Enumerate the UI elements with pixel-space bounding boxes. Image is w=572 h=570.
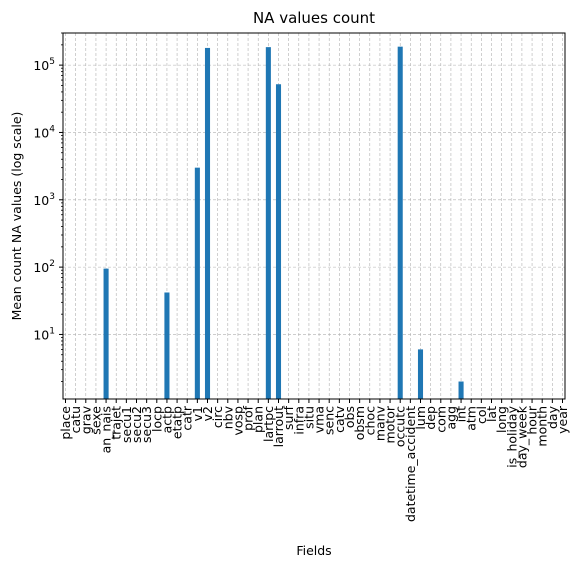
bar-v1 xyxy=(194,167,200,399)
bar-occutc xyxy=(397,46,403,400)
x-axis-label: Fields xyxy=(296,543,331,558)
x-tick-label: long xyxy=(494,406,509,433)
x-tick-label: an_nais xyxy=(99,406,114,453)
plot-frame xyxy=(62,32,566,400)
x-tick-label: nbv xyxy=(220,405,235,429)
x-tick-label: lartpc xyxy=(261,406,276,442)
x-tick-label: infra xyxy=(291,406,306,435)
x-tick-label: trajet xyxy=(109,406,124,440)
x-tick-label: occutc xyxy=(393,406,408,447)
bar-lartpc xyxy=(265,47,271,399)
x-tick-label: secu3 xyxy=(139,406,154,443)
x-tick-label: day xyxy=(545,405,560,429)
y-tick-label: 103 xyxy=(33,192,55,208)
chart-title: NA values count xyxy=(253,9,375,27)
x-tick-label: larrout xyxy=(271,406,286,447)
y-tick-label: 102 xyxy=(33,259,55,275)
x-tick-label: senc xyxy=(322,406,337,435)
x-tick-label: sexe xyxy=(88,406,103,435)
x-tick-label: v2 xyxy=(200,406,215,421)
x-tick-label: day_week xyxy=(514,405,529,468)
x-tick-label: lum xyxy=(413,406,428,430)
x-tick-label: situ xyxy=(301,406,316,429)
x-tick-label: prof xyxy=(241,405,256,430)
y-tick-label: 104 xyxy=(33,124,55,140)
x-tick-label: catr xyxy=(180,405,195,430)
bar-lum xyxy=(417,349,424,399)
x-tick-label: surf xyxy=(281,405,296,430)
x-tick-label: catu xyxy=(68,406,83,433)
x-tick-label: col xyxy=(474,406,489,424)
x-tick-label: is_holiday xyxy=(504,405,519,467)
bar-v2 xyxy=(204,47,211,399)
bar-an_nais xyxy=(103,268,109,399)
x-tick-label: catv xyxy=(332,405,347,432)
x-tick-label: secu1 xyxy=(119,406,134,443)
x-tick-label: v1 xyxy=(190,406,205,421)
x-tick-label: manv xyxy=(372,405,387,441)
bar-larrout xyxy=(275,84,282,399)
x-tick-label: motor xyxy=(383,405,398,443)
bar-actp xyxy=(164,292,170,399)
x-tick-label: circ xyxy=(210,406,225,428)
x-tick-label: lat xyxy=(484,406,499,422)
x-tick-label: vma xyxy=(312,406,327,433)
y-axis-ticks: 101 102 103 104 105 xyxy=(33,32,63,382)
x-tick-label: agg xyxy=(443,406,458,430)
y-tick-label: 101 xyxy=(33,326,55,342)
y-axis-label: Mean count NA values (log scale) xyxy=(9,112,24,321)
y-tick-label: 105 xyxy=(33,57,55,73)
x-tick-label: grav xyxy=(78,405,93,434)
x-tick-label: locp xyxy=(149,406,164,432)
x-tick-label: atm xyxy=(464,406,479,431)
x-tick-label: vosp xyxy=(230,406,245,436)
x-tick-label: actp xyxy=(159,406,174,433)
bar-int xyxy=(458,381,464,399)
x-tick-label: plan xyxy=(251,406,266,433)
x-tick-label: com xyxy=(433,406,448,433)
x-tick-label: obs xyxy=(342,406,357,428)
x-tick-label: etatp xyxy=(170,406,185,439)
x-tick-label: secu2 xyxy=(129,406,144,443)
x-tick-label: choc xyxy=(362,406,377,435)
x-tick-label: hour xyxy=(525,405,540,434)
x-tick-label: dep xyxy=(423,406,438,430)
grid-lines xyxy=(63,33,565,399)
x-tick-label: int xyxy=(454,406,469,422)
x-tick-label: obsm xyxy=(352,406,367,440)
bars xyxy=(103,46,464,400)
x-axis-ticks: placecatugravsexean_naistrajetsecu1secu2… xyxy=(58,399,570,522)
x-tick-label: datetime_accident xyxy=(403,406,418,522)
x-tick-label: place xyxy=(58,406,73,440)
x-tick-label: year xyxy=(555,405,570,434)
x-tick-label: month xyxy=(535,406,550,447)
